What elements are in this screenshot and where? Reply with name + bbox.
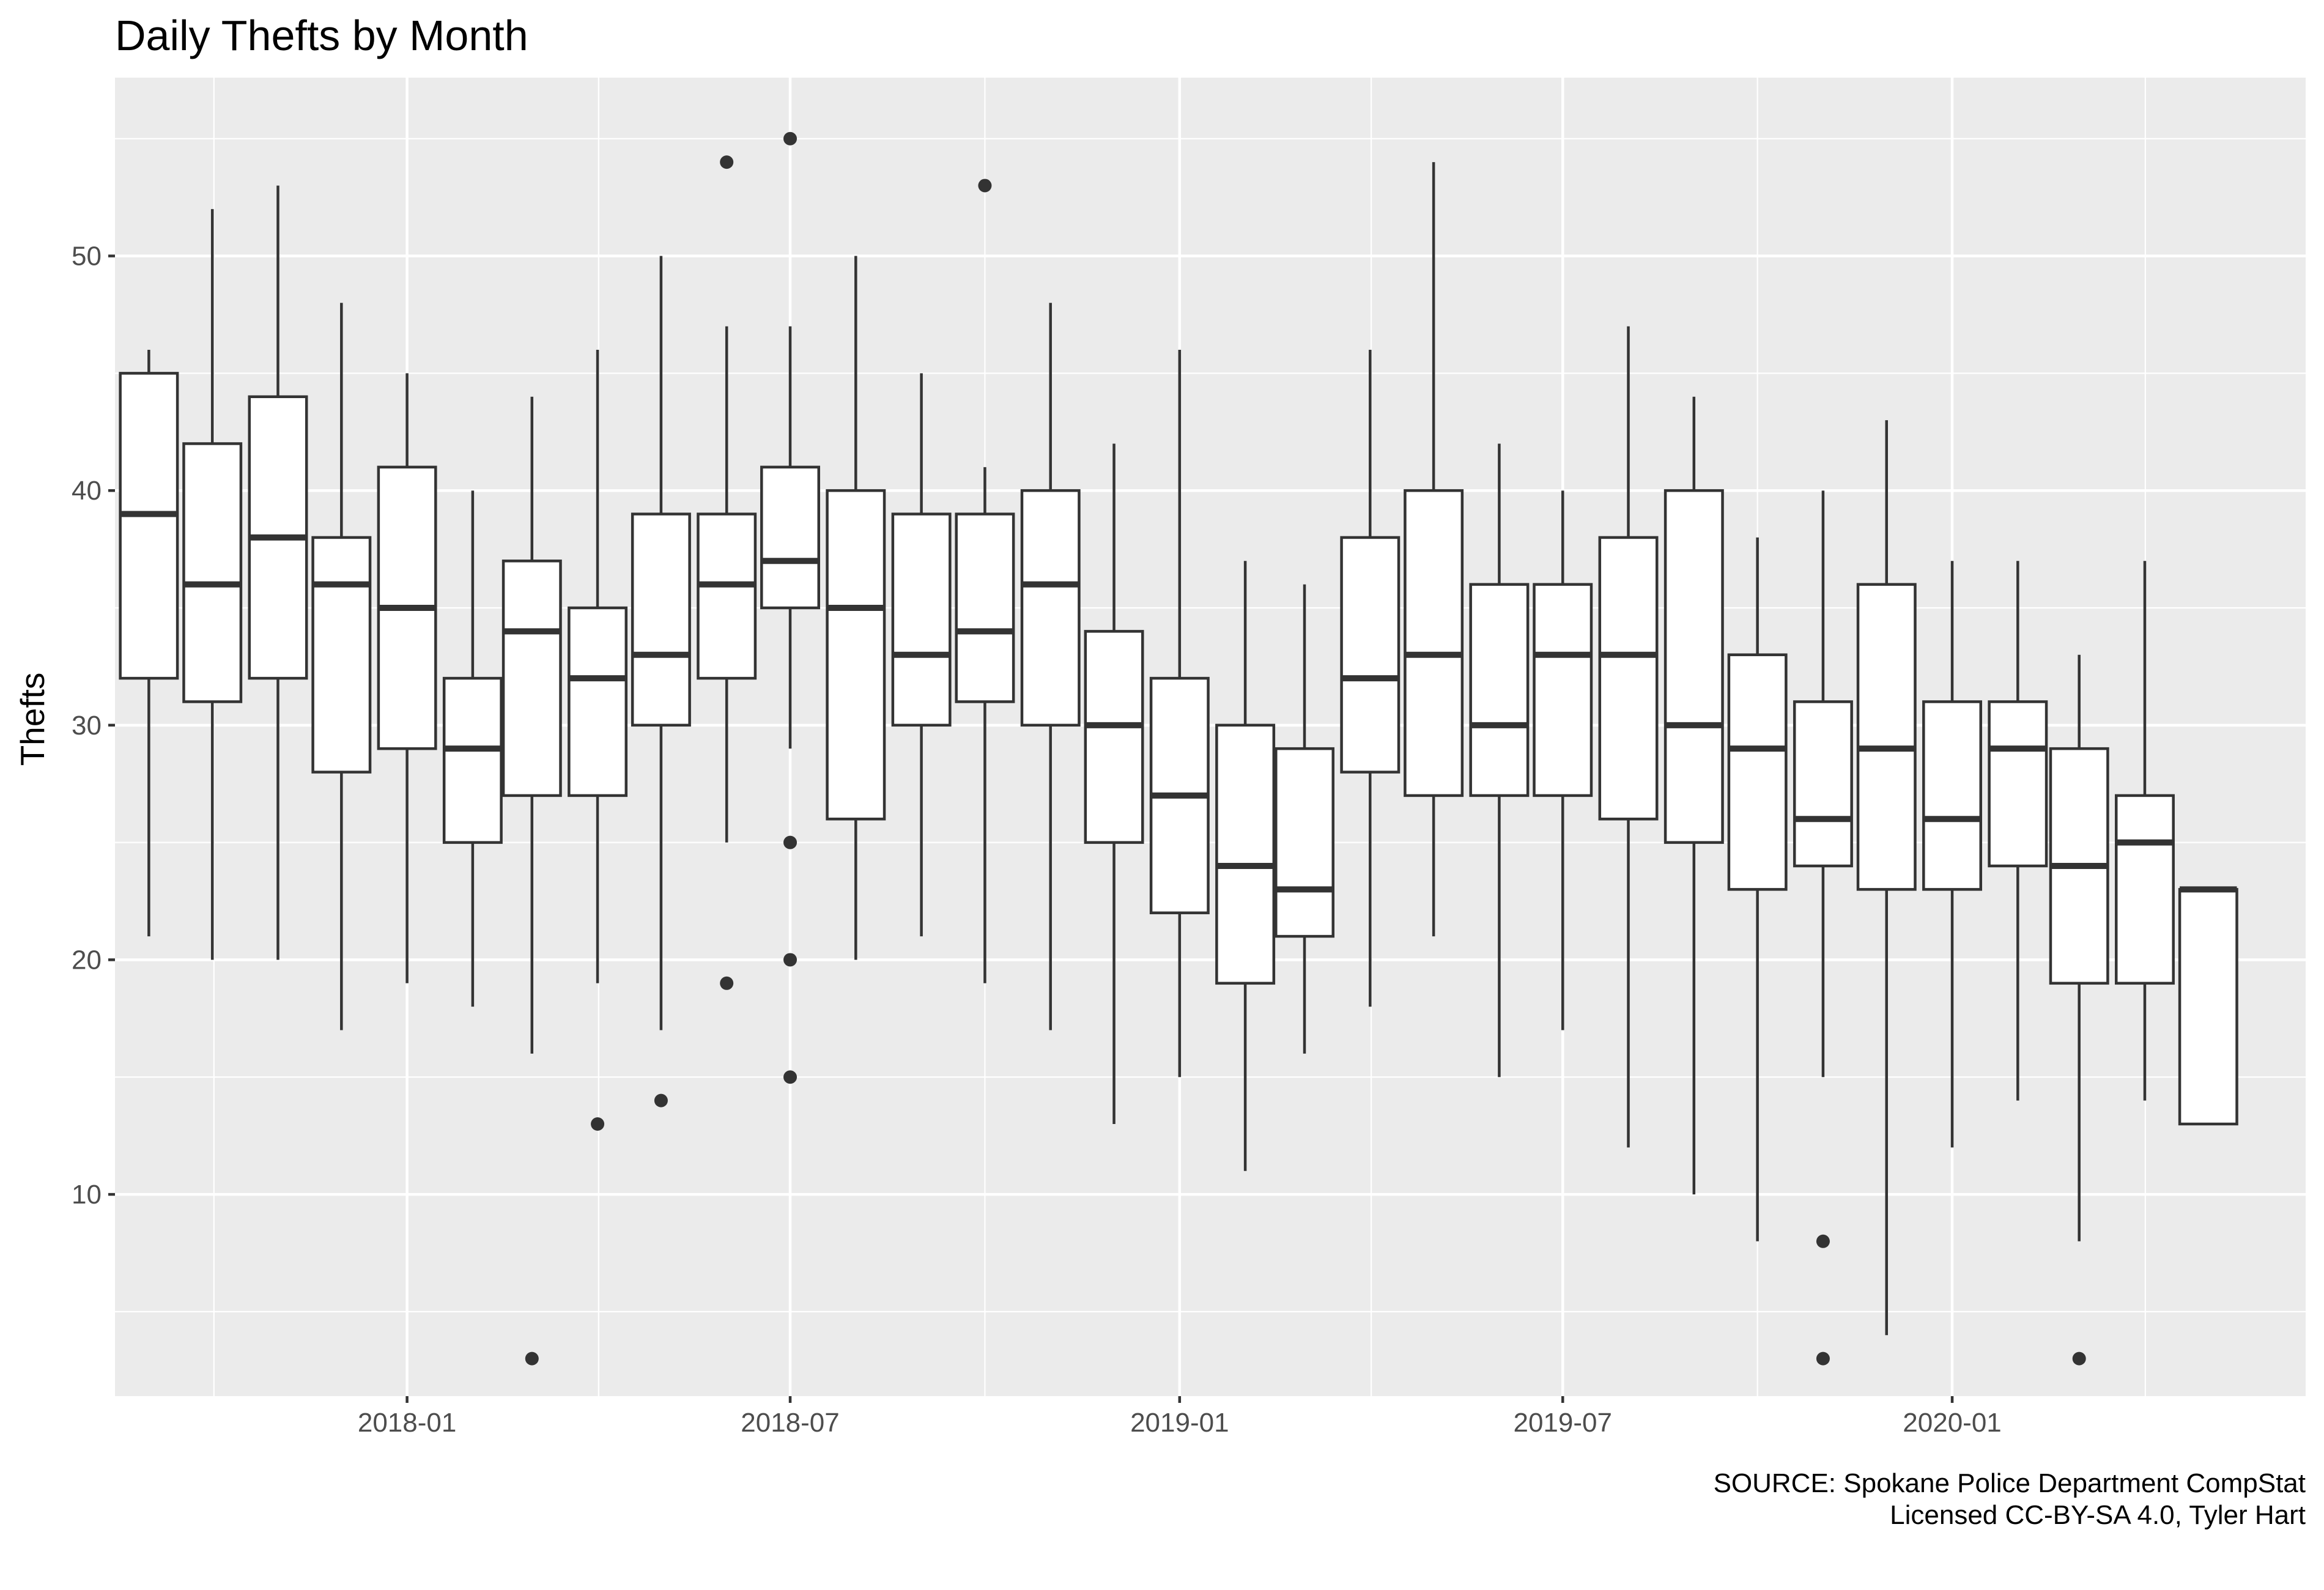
box (1533, 583, 1593, 797)
outlier-point (591, 1117, 605, 1131)
boxplot (568, 350, 628, 1131)
box (631, 512, 691, 727)
box (697, 512, 757, 680)
boxplot (631, 256, 691, 1107)
boxplot (1404, 162, 1464, 937)
box (119, 372, 179, 680)
boxplot (2178, 886, 2238, 1126)
box (891, 512, 952, 727)
boxplot (1727, 537, 1788, 1241)
box (1215, 723, 1276, 985)
boxplot (119, 350, 179, 937)
y-tick-label: 20 (72, 945, 102, 975)
box (1793, 700, 1853, 868)
box (760, 465, 820, 610)
outlier-point (1816, 1234, 1830, 1248)
x-tick-label: 2018-07 (741, 1408, 839, 1438)
box (2178, 888, 2238, 1126)
box (1922, 700, 1983, 891)
box (826, 489, 886, 821)
outlier-point (978, 179, 992, 193)
boxplot (1988, 561, 2048, 1101)
y-axis-label: Thefts (13, 673, 51, 766)
boxplot (1793, 490, 1853, 1366)
caption-source: SOURCE: Spokane Police Department CompSt… (1714, 1468, 2306, 1498)
box (182, 442, 243, 703)
box (1856, 583, 1917, 891)
y-tick-label: 30 (72, 711, 102, 741)
boxplot (1469, 443, 1530, 1078)
chart-title: Daily Thefts by Month (115, 12, 528, 59)
outlier-point (525, 1352, 539, 1366)
box (311, 536, 372, 774)
x-tick-label: 2020-01 (1903, 1408, 2001, 1438)
boxplot (1922, 561, 1983, 1148)
outlier-point (783, 953, 797, 967)
outlier-point (783, 835, 797, 849)
box (1020, 489, 1081, 727)
boxplot (1663, 396, 1724, 1195)
box (1404, 489, 1464, 797)
boxplot (1020, 303, 1081, 1030)
boxplot (182, 209, 243, 960)
boxplot (2049, 654, 2109, 1366)
boxplot (1215, 561, 1276, 1171)
box (1727, 653, 1788, 891)
boxplot (1598, 326, 1659, 1148)
boxplot (377, 373, 437, 983)
box (1084, 630, 1144, 844)
outlier-point (2072, 1352, 2086, 1366)
boxplot (826, 256, 886, 960)
outlier-point (720, 155, 734, 169)
outlier-point (720, 976, 734, 990)
box (1469, 583, 1530, 797)
box (955, 512, 1015, 703)
boxplot (1149, 350, 1210, 1078)
box (2115, 794, 2175, 985)
box (568, 606, 628, 797)
outlier-point (783, 131, 797, 146)
box (1598, 536, 1659, 821)
boxplots (119, 131, 2238, 1366)
boxplot (1340, 350, 1401, 1007)
boxplot (891, 373, 952, 937)
x-tick-label: 2018-01 (358, 1408, 456, 1438)
boxplot (1275, 584, 1334, 1054)
x-tick-label: 2019-07 (1513, 1408, 1612, 1438)
box (1663, 489, 1724, 844)
boxplot (697, 155, 757, 990)
boxplot (1084, 443, 1144, 1124)
caption-license: Licensed CC-BY-SA 4.0, Tyler Hart (1890, 1500, 2306, 1530)
boxplot (1533, 490, 1593, 1030)
y-tick-label: 50 (72, 242, 102, 272)
box (1988, 700, 2048, 868)
box (1275, 747, 1334, 938)
outlier-point (654, 1093, 668, 1107)
box (442, 676, 503, 844)
boxplot (955, 179, 1015, 983)
y-tick-label: 10 (72, 1180, 102, 1210)
boxplot (442, 490, 503, 1007)
boxplot (2115, 561, 2175, 1101)
boxplot (311, 303, 372, 1030)
outlier-point (1816, 1352, 1830, 1366)
y-tick-label: 40 (72, 476, 102, 506)
x-tick-label: 2019-01 (1130, 1408, 1229, 1438)
box (1340, 536, 1401, 774)
boxplot (1856, 420, 1917, 1336)
boxplot (501, 396, 562, 1366)
axes: 10 20 30 40 50 2018-01 2018-07 2019-01 2019-07 20… (72, 242, 2002, 1438)
outlier-point (783, 1070, 797, 1084)
box (501, 560, 562, 797)
boxplot (248, 185, 308, 960)
boxplot (760, 131, 820, 1084)
